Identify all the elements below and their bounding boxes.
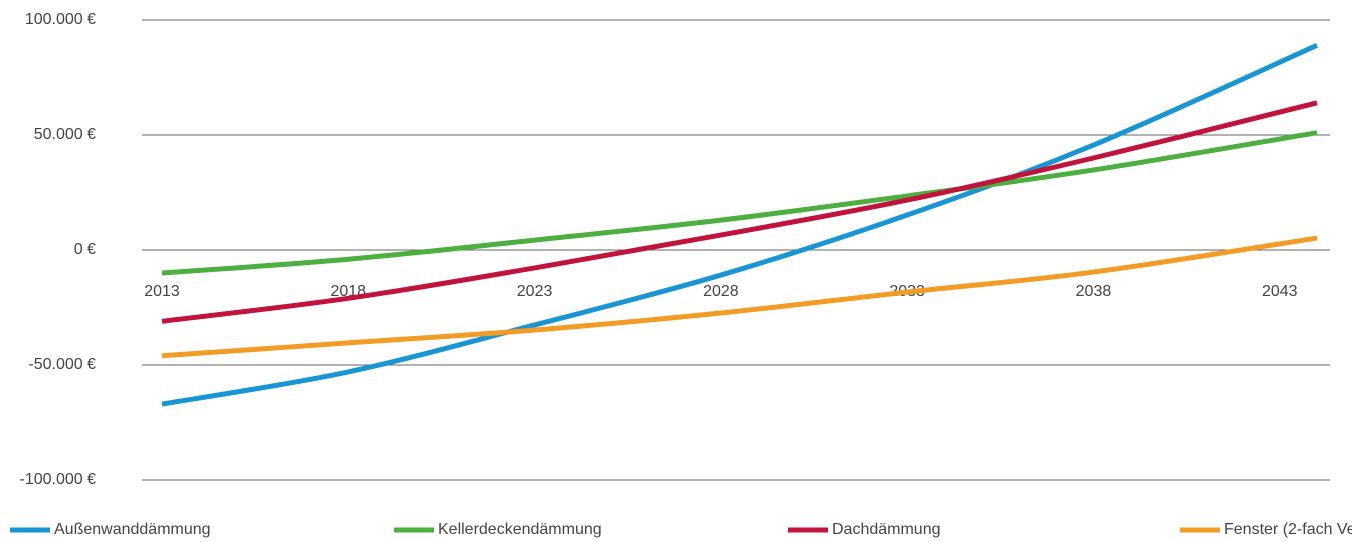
y-tick-label: 0 €	[74, 241, 96, 258]
x-tick-label: 2043	[1262, 283, 1298, 300]
y-tick-label: 50.000 €	[34, 126, 96, 143]
series-line	[161, 235, 1318, 359]
y-tick-label: -100.000 €	[19, 471, 96, 488]
y-tick-label: -50.000 €	[28, 356, 96, 373]
legend-label: Fenster (2-fach Vergl.)	[1224, 521, 1352, 538]
legend-label: Dachdämmung	[832, 521, 941, 538]
x-tick-label: 2023	[517, 283, 553, 300]
y-tick-label: 100.000 €	[25, 11, 96, 28]
series-line	[161, 130, 1318, 276]
x-tick-label: 2028	[703, 283, 739, 300]
legend-label: Außenwanddämmung	[54, 521, 211, 538]
x-tick-label: 2038	[1076, 283, 1112, 300]
legend-label: Kellerdeckendämmung	[438, 521, 602, 538]
series-line	[161, 43, 1319, 407]
series-line	[161, 100, 1318, 324]
x-tick-label: 2013	[144, 283, 180, 300]
